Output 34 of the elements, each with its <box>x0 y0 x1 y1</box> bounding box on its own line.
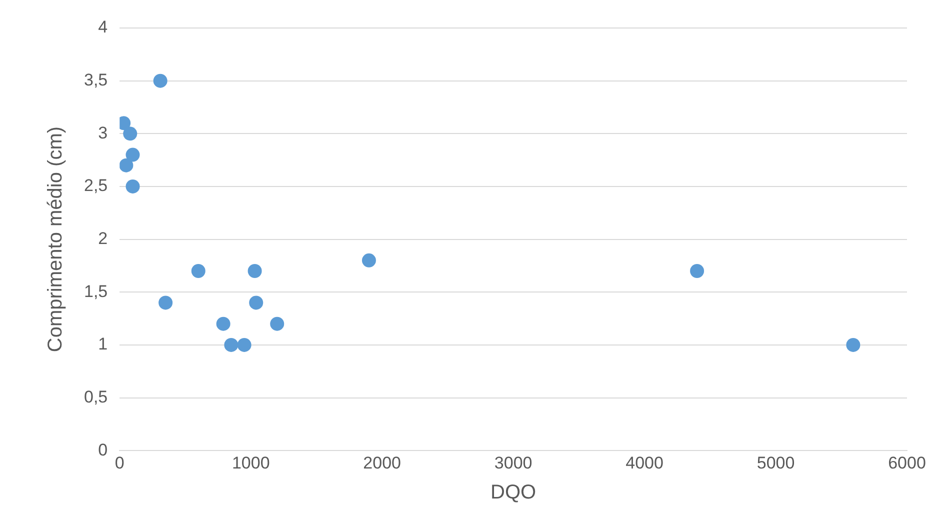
point <box>191 264 206 278</box>
point <box>846 338 860 352</box>
point <box>153 74 168 88</box>
y-tick-label: 0,5 <box>84 387 108 406</box>
x-axis-title: DQO <box>490 482 536 504</box>
x-tick-label: 4000 <box>626 453 664 472</box>
point <box>237 338 252 352</box>
y-tick-label: 2 <box>98 228 108 248</box>
y-tick-label: 3 <box>98 123 108 142</box>
x-tick-label: 1000 <box>232 453 270 472</box>
x-tick-label: 0 <box>114 453 124 472</box>
point <box>270 316 284 331</box>
x-tick-label: 3000 <box>494 453 532 472</box>
point <box>248 264 262 278</box>
x-tick-label: 5000 <box>756 453 795 472</box>
y-tick-label: 3,5 <box>84 70 108 90</box>
point <box>158 296 173 310</box>
point <box>690 264 704 278</box>
point <box>216 316 230 331</box>
point <box>123 126 138 141</box>
y-axis-title: Comprimento médio (cm) <box>44 126 67 352</box>
y-tick-label: 2,5 <box>84 176 108 196</box>
point <box>120 158 134 172</box>
point <box>126 179 140 194</box>
point <box>224 338 238 352</box>
point <box>249 296 264 310</box>
y-tick-label: 1,5 <box>84 282 108 301</box>
point <box>126 148 140 162</box>
point <box>362 253 376 268</box>
y-tick-label: 4 <box>98 18 108 37</box>
y-tick-label: 0 <box>98 440 108 460</box>
x-tick-label: 6000 <box>888 453 926 472</box>
y-tick-label: 1 <box>98 334 108 354</box>
x-tick-label: 2000 <box>363 453 401 472</box>
